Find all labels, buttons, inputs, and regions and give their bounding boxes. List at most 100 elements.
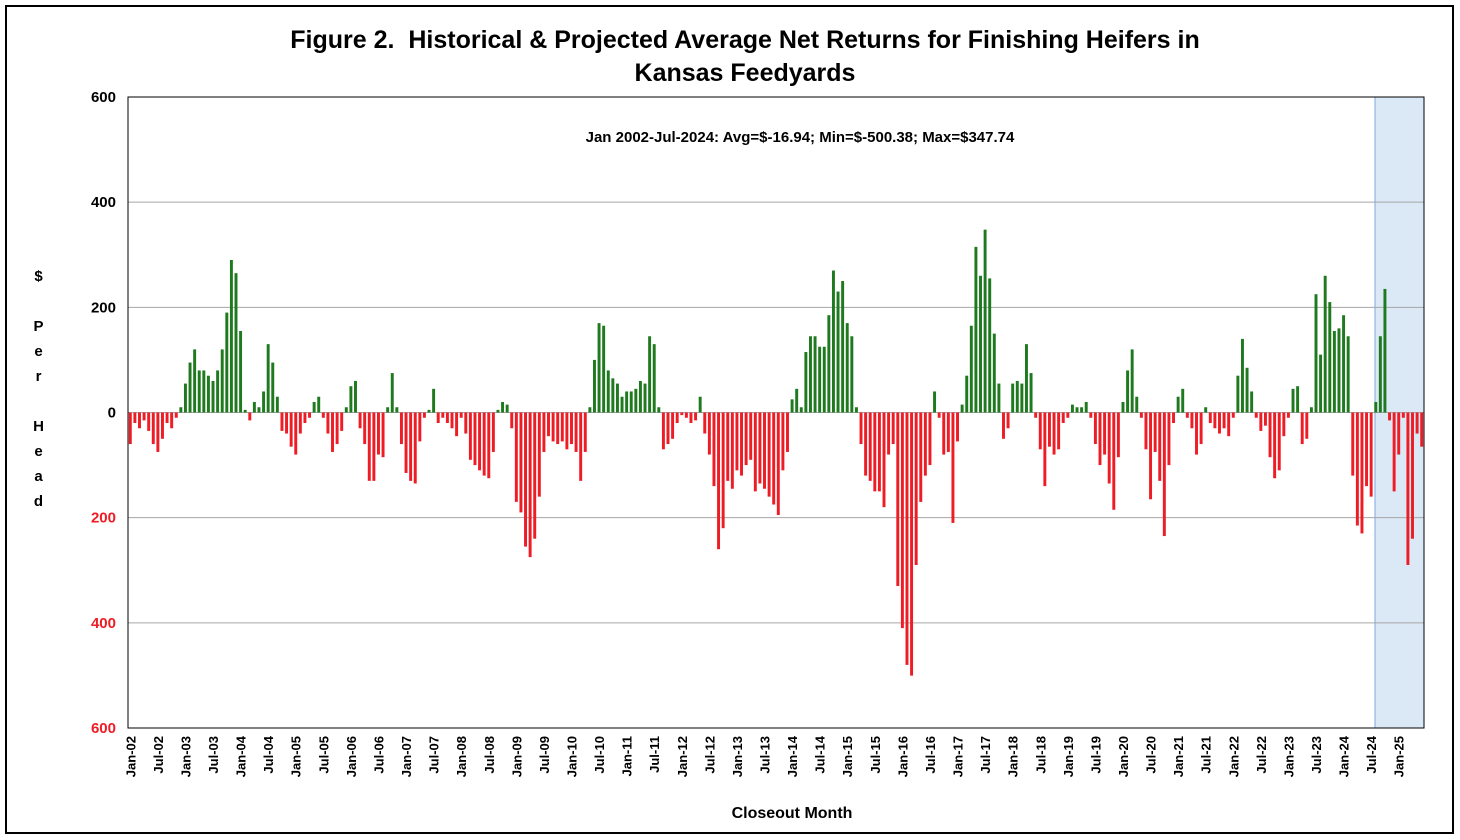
- bar: [1374, 401, 1378, 413]
- bar: [1195, 412, 1198, 455]
- bar: [1383, 288, 1387, 413]
- bar: [340, 412, 344, 431]
- y-tick-label: 400: [91, 194, 116, 211]
- bar: [1392, 412, 1396, 492]
- bar: [193, 349, 197, 413]
- bar: [147, 412, 151, 431]
- bar: [717, 412, 721, 550]
- bar: [1116, 412, 1120, 458]
- bar: [510, 412, 514, 429]
- bar: [1139, 412, 1143, 418]
- bar: [533, 412, 537, 539]
- bar: [1346, 336, 1350, 413]
- bar: [570, 412, 573, 445]
- bar: [606, 370, 610, 413]
- bar: [409, 412, 413, 481]
- bar: [170, 412, 174, 429]
- bar: [1158, 412, 1162, 481]
- bar: [1273, 412, 1277, 479]
- bar: [179, 407, 183, 413]
- x-tick-label: Jan-17: [951, 736, 966, 777]
- bar: [275, 396, 279, 413]
- bar: [1300, 412, 1304, 445]
- bar: [220, 349, 224, 413]
- bar: [1130, 349, 1134, 413]
- plot-frame: [127, 96, 1425, 729]
- x-tick-label: Jul-09: [537, 736, 552, 774]
- bar: [831, 270, 835, 413]
- bar: [464, 412, 468, 434]
- x-tick-label: Jul-10: [592, 736, 607, 774]
- bar: [643, 383, 647, 413]
- bar: [730, 412, 734, 489]
- bar: [1268, 412, 1272, 458]
- y-tick-label: 600: [91, 89, 116, 106]
- bar: [1208, 412, 1212, 424]
- bar: [740, 412, 744, 476]
- x-tick-label: Jan-13: [730, 736, 745, 777]
- bar: [1204, 407, 1208, 413]
- bar: [749, 412, 753, 460]
- x-tick-label: Jan-22: [1226, 736, 1241, 777]
- bar: [703, 412, 707, 434]
- x-tick-label: Jul-21: [1199, 736, 1214, 774]
- bar: [841, 281, 845, 413]
- bar: [404, 412, 408, 473]
- x-tick-label: Jul-04: [261, 735, 276, 773]
- x-tick-label: Jan-15: [840, 736, 855, 777]
- bar: [689, 412, 693, 424]
- bar: [684, 412, 688, 418]
- chart-title: Figure 2. Historical & Projected Average…: [290, 26, 1207, 87]
- bar: [519, 412, 523, 513]
- bar: [1043, 412, 1047, 487]
- bar: [349, 386, 353, 413]
- bar: [859, 412, 863, 445]
- x-tick-label: Jan-03: [178, 736, 193, 777]
- x-axis-label: Closeout Month: [732, 805, 853, 822]
- x-tick-label: Jul-02: [151, 736, 166, 774]
- bar: [427, 409, 431, 413]
- bar: [211, 380, 215, 413]
- bar: [308, 412, 312, 418]
- bar: [744, 412, 748, 466]
- bar: [551, 412, 555, 442]
- bar: [588, 407, 592, 413]
- x-tick-label: Jul-08: [482, 736, 497, 774]
- bar: [445, 412, 449, 424]
- bar: [694, 412, 698, 421]
- bar: [1360, 412, 1364, 534]
- bar: [142, 412, 146, 421]
- bar: [615, 383, 619, 413]
- bar: [781, 412, 785, 471]
- bar: [514, 412, 518, 502]
- bar: [960, 404, 964, 413]
- bar: [1351, 412, 1355, 476]
- x-tick-label: Jan-24: [1337, 735, 1352, 777]
- bar: [565, 412, 569, 450]
- bar: [808, 336, 812, 413]
- bar: [1231, 412, 1235, 418]
- bar: [399, 412, 403, 445]
- bar: [1401, 412, 1405, 418]
- bar: [1057, 412, 1061, 450]
- bar: [165, 412, 169, 424]
- bar: [1052, 412, 1056, 455]
- bar: [1093, 412, 1097, 445]
- bar: [1006, 412, 1010, 429]
- bar: [1309, 407, 1313, 413]
- bar: [891, 412, 895, 445]
- bar: [763, 412, 766, 489]
- bar: [1319, 354, 1323, 413]
- bar: [767, 412, 771, 497]
- bar: [1218, 412, 1221, 434]
- bar: [850, 336, 854, 413]
- bar: [882, 412, 886, 508]
- bar: [1406, 412, 1410, 565]
- bar: [1296, 386, 1300, 413]
- annotation: Jan 2002-Jul-2024: Avg=$-16.94; Min=$-50…: [586, 129, 1015, 146]
- bar: [896, 412, 900, 587]
- bar: [661, 412, 665, 450]
- bar: [1153, 412, 1157, 452]
- bar: [505, 404, 509, 413]
